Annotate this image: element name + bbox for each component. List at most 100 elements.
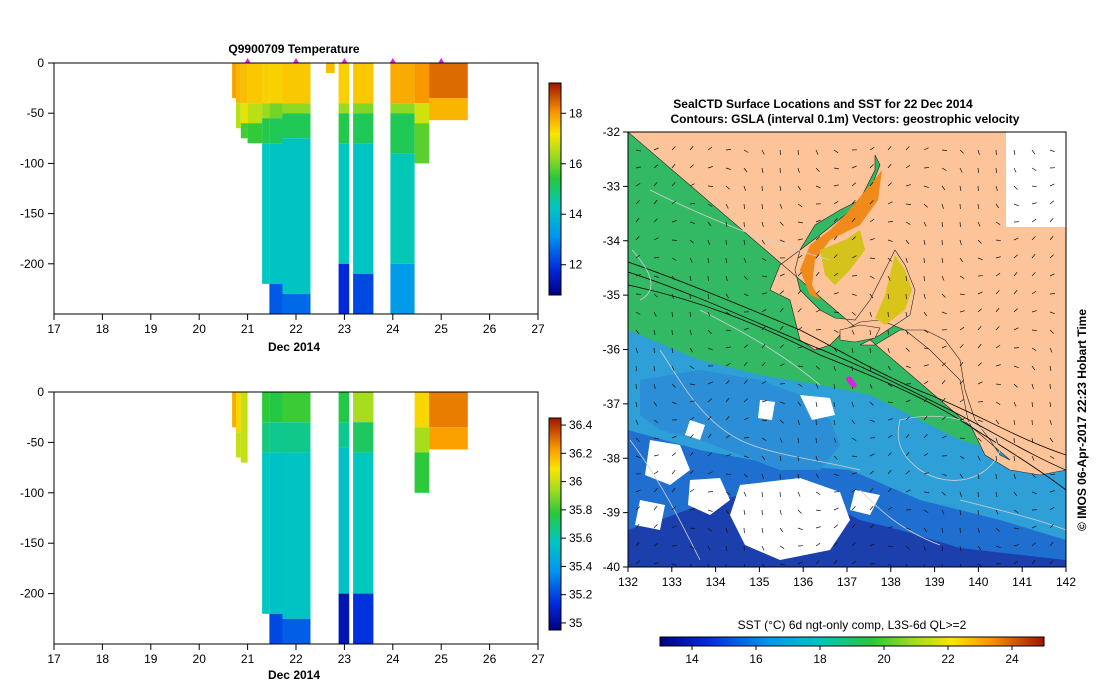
velocity-vector [905, 239, 910, 245]
profile-cell [390, 103, 415, 114]
kangaroo-island [839, 324, 881, 343]
velocity-vector [851, 472, 857, 475]
temperature-title: Q9900709 Temperature [228, 42, 360, 56]
profile-cell [262, 143, 270, 284]
velocity-vector [887, 347, 890, 353]
velocity-vector [995, 527, 1000, 532]
x-tick-label: 21 [241, 322, 255, 336]
map-blank-region [1006, 132, 1066, 227]
temperature-x-axis: 17 18 19 20 21 22 23 24 25 26 27 [47, 314, 545, 336]
velocity-vector [941, 491, 946, 496]
velocity-vector [887, 469, 892, 475]
sst-colorbar-tick-label: 24 [1005, 652, 1019, 666]
velocity-vector [833, 473, 839, 477]
velocity-vector [635, 455, 641, 459]
velocity-vector [725, 454, 731, 457]
velocity-vector [689, 434, 694, 439]
sst-colorbar-tick-label: 14 [685, 652, 699, 666]
velocity-vector [923, 434, 928, 439]
velocity-vector [797, 491, 801, 497]
map-longitude-axis: 132 133 134 135 136 137 138 139 140 141 142 [618, 567, 1076, 589]
velocity-vector [833, 507, 839, 511]
velocity-vector [1013, 254, 1018, 259]
profile-cell [282, 103, 311, 114]
velocity-vector [833, 524, 838, 529]
velocity-vector [977, 381, 983, 385]
velocity-vector [743, 545, 745, 552]
velocity-vector [725, 397, 730, 403]
velocity-vector [887, 163, 892, 169]
sst-colorbar-label: SST (°C) 6d ngt-only comp, L3S-6d QL>=2 [738, 618, 967, 632]
velocity-vector [1013, 527, 1020, 530]
velocity-vector [707, 415, 712, 421]
velocity-vector [887, 145, 892, 151]
profile-cell [338, 103, 350, 114]
velocity-vector [941, 311, 947, 315]
velocity-vector [905, 203, 912, 205]
velocity-vector [833, 149, 839, 154]
sst-colorbar-tick-label: 16 [749, 652, 763, 666]
y-tick-label: -200 [20, 587, 44, 601]
velocity-vector [851, 419, 856, 425]
velocity-vector [671, 293, 674, 299]
velocity-vector [1049, 473, 1056, 476]
velocity-vector [887, 182, 892, 187]
velocity-vector [797, 289, 802, 295]
velocity-vector [1013, 419, 1016, 425]
velocity-vector [743, 203, 745, 210]
velocity-vector [923, 491, 930, 494]
velocity-vector [779, 491, 781, 498]
velocity-vector [869, 275, 875, 279]
velocity-vector [1013, 401, 1017, 407]
velocity-vector [815, 560, 820, 565]
velocity-vector [815, 509, 821, 512]
velocity-vector [671, 146, 676, 151]
velocity-vector [995, 221, 1001, 225]
sst-colorbar-tick-label: 22 [941, 652, 955, 666]
velocity-vector [923, 293, 926, 299]
lat-tick-label: -35 [603, 288, 621, 302]
x-tick-label: 20 [193, 652, 207, 666]
velocity-vector [779, 363, 785, 367]
velocity-vector [725, 434, 731, 439]
velocity-vector [779, 203, 783, 209]
velocity-vector [887, 526, 893, 529]
velocity-vector [797, 255, 803, 259]
velocity-vector [635, 489, 641, 493]
velocity-vector [671, 275, 676, 281]
velocity-vector [923, 203, 928, 208]
velocity-vector [1049, 524, 1054, 529]
lon-tick-label: 133 [662, 575, 682, 589]
velocity-vector [869, 401, 874, 406]
velocity-vector [833, 218, 838, 223]
velocity-vector [923, 415, 928, 421]
profile-marker [341, 58, 348, 63]
velocity-vector [725, 167, 731, 170]
velocity-vector [779, 527, 784, 533]
velocity-vector [653, 401, 657, 407]
velocity-vector [977, 167, 979, 174]
x-tick-label: 22 [289, 652, 303, 666]
velocity-vector [707, 527, 712, 532]
lat-tick-label: -32 [603, 125, 621, 139]
velocity-vector [725, 363, 731, 367]
velocity-vector [689, 257, 693, 263]
velocity-vector [869, 238, 875, 241]
velocity-vector [779, 383, 786, 385]
velocity-vector [941, 435, 947, 439]
velocity-vector [905, 275, 907, 282]
velocity-vector [887, 383, 893, 387]
velocity-vector [1013, 455, 1015, 462]
profile-cell [236, 63, 241, 104]
velocity-vector [815, 383, 819, 389]
velocity-vector [707, 329, 712, 334]
velocity-vector [869, 487, 874, 493]
x-tick-label: 25 [435, 322, 449, 336]
velocity-vector [779, 419, 784, 424]
spencer-gulf-warm [800, 170, 882, 300]
profile-cell [353, 452, 374, 594]
temperature-cells [232, 63, 468, 314]
velocity-vector [887, 418, 893, 421]
x-tick-label: 27 [531, 652, 545, 666]
profile-cell [269, 143, 283, 284]
